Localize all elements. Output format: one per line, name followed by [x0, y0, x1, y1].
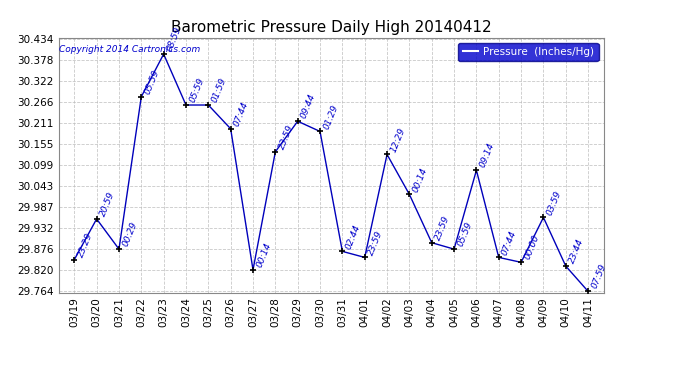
- Text: 01:29: 01:29: [322, 103, 340, 130]
- Text: Copyright 2014 Cartronics.com: Copyright 2014 Cartronics.com: [59, 45, 201, 54]
- Text: 23:29: 23:29: [76, 231, 94, 258]
- Text: 02:44: 02:44: [344, 223, 362, 250]
- Text: 23:59: 23:59: [366, 229, 384, 256]
- Text: 09:14: 09:14: [478, 142, 496, 169]
- Text: 05:59: 05:59: [143, 68, 161, 96]
- Text: 00:14: 00:14: [255, 241, 273, 269]
- Text: 12:29: 12:29: [389, 126, 407, 153]
- Text: 07:59: 07:59: [590, 263, 608, 290]
- Text: 07:44: 07:44: [500, 229, 519, 256]
- Text: 23:59: 23:59: [277, 123, 295, 151]
- Text: 00:14: 00:14: [411, 166, 429, 193]
- Text: 23:44: 23:44: [568, 237, 586, 265]
- Text: 05:59: 05:59: [456, 220, 474, 248]
- Title: Barometric Pressure Daily High 20140412: Barometric Pressure Daily High 20140412: [171, 20, 491, 35]
- Text: 03:59: 03:59: [545, 189, 563, 216]
- Text: 01:59: 01:59: [210, 76, 228, 104]
- Text: 00:00: 00:00: [523, 234, 541, 261]
- Text: 09:44: 09:44: [299, 93, 317, 120]
- Text: 00:29: 00:29: [121, 220, 139, 248]
- Text: 08:59: 08:59: [166, 26, 184, 53]
- Text: 20:59: 20:59: [99, 190, 117, 218]
- Legend: Pressure  (Inches/Hg): Pressure (Inches/Hg): [458, 43, 598, 61]
- Text: 23:59: 23:59: [433, 214, 451, 242]
- Text: 07:44: 07:44: [233, 100, 250, 128]
- Text: 05:59: 05:59: [188, 76, 206, 104]
